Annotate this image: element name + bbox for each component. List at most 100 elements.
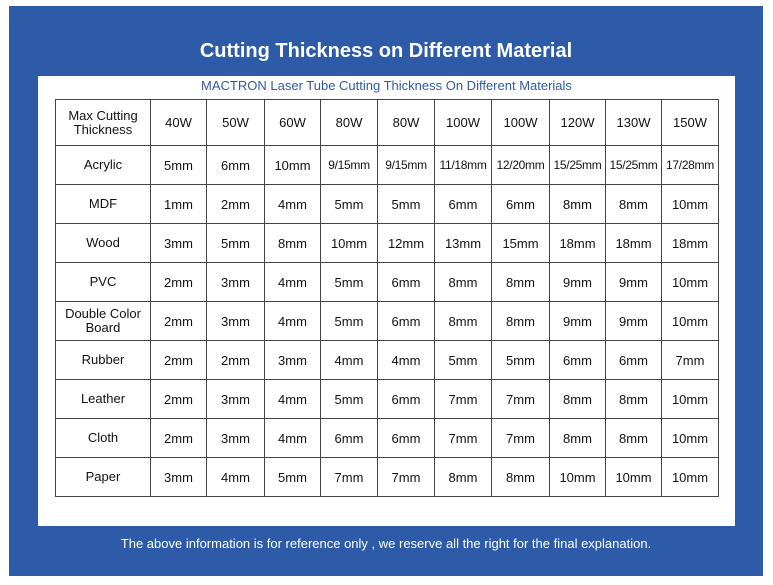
thickness-cell: 4mm xyxy=(264,262,321,302)
table-row: Acrylic 5mm 6mm 10mm 9/15mm 9/15mm 11/18mm 12/2… xyxy=(55,145,719,185)
table-row: MDF 1mm 2mm 4mm 5mm 5mm 6mm 6mm 8mm 8mm 10mm xyxy=(55,184,719,224)
table-subtitle: MACTRON Laser Tube Cutting Thickness On … xyxy=(201,78,572,93)
table-row: Rubber 2mm 2mm 3mm 4mm 4mm 5mm 5mm 6mm 6mm 7mm xyxy=(55,340,719,380)
power-header-cell: 100W xyxy=(434,99,492,146)
table-row: Cloth 2mm 3mm 4mm 6mm 6mm 7mm 7mm 8mm 8mm 10mm xyxy=(55,418,719,458)
thickness-cell: 9mm xyxy=(549,301,606,341)
thickness-cell: 8mm xyxy=(434,262,492,302)
thickness-cell: 9/15mm xyxy=(320,145,378,185)
thickness-cell: 10mm xyxy=(661,184,719,224)
thickness-cell: 6mm xyxy=(605,340,662,380)
thickness-cell: 11/18mm xyxy=(434,145,492,185)
banner-frame: Cutting Thickness on Different Material … xyxy=(9,6,763,576)
thickness-cell: 5mm xyxy=(320,262,378,302)
thickness-cell: 7mm xyxy=(491,418,550,458)
thickness-cell: 18mm xyxy=(661,223,719,263)
thickness-cell: 3mm xyxy=(264,340,321,380)
thickness-cell: 9mm xyxy=(605,301,662,341)
power-header-cell: 50W xyxy=(206,99,265,146)
thickness-cell: 2mm xyxy=(206,184,265,224)
power-header-cell: 60W xyxy=(264,99,321,146)
thickness-cell: 8mm xyxy=(605,184,662,224)
thickness-cell: 8mm xyxy=(549,184,606,224)
material-label: Double Color Board xyxy=(55,301,151,341)
thickness-cell: 1mm xyxy=(150,184,207,224)
material-label: Rubber xyxy=(55,340,151,380)
thickness-cell: 5mm xyxy=(377,184,435,224)
thickness-cell: 4mm xyxy=(206,457,265,497)
corner-label: Max Cutting Thickness xyxy=(68,107,138,137)
material-label: Acrylic xyxy=(55,145,151,185)
power-header-cell: 100W xyxy=(491,99,550,146)
thickness-cell: 8mm xyxy=(605,379,662,419)
thickness-cell: 5mm xyxy=(434,340,492,380)
thickness-cell: 8mm xyxy=(491,262,550,302)
thickness-cell: 2mm xyxy=(150,301,207,341)
thickness-cell: 4mm xyxy=(264,418,321,458)
material-label: PVC xyxy=(55,262,151,302)
table-row: Leather 2mm 3mm 4mm 5mm 6mm 7mm 7mm 8mm 8mm 10mm xyxy=(55,379,719,419)
thickness-cell: 15/25mm xyxy=(605,145,662,185)
thickness-cell: 10mm xyxy=(661,301,719,341)
material-label: Cloth xyxy=(55,418,151,458)
thickness-cell: 10mm xyxy=(549,457,606,497)
table-body: Max Cutting Thickness 40W 50W 60W 80W 80W 100… xyxy=(55,99,719,497)
thickness-cell: 2mm xyxy=(150,340,207,380)
thickness-cell: 5mm xyxy=(320,184,378,224)
thickness-cell: 6mm xyxy=(377,301,435,341)
thickness-cell: 10mm xyxy=(661,418,719,458)
thickness-cell: 8mm xyxy=(491,301,550,341)
thickness-cell: 6mm xyxy=(206,145,265,185)
thickness-cell: 4mm xyxy=(264,184,321,224)
power-header-cell: 40W xyxy=(150,99,207,146)
thickness-cell: 4mm xyxy=(264,379,321,419)
thickness-cell: 6mm xyxy=(434,184,492,224)
thickness-cell: 2mm xyxy=(206,340,265,380)
thickness-cell: 12mm xyxy=(377,223,435,263)
thickness-cell: 6mm xyxy=(491,184,550,224)
thickness-cell: 5mm xyxy=(320,301,378,341)
thickness-cell: 5mm xyxy=(320,379,378,419)
power-header-cell: 80W xyxy=(377,99,435,146)
thickness-cell: 8mm xyxy=(605,418,662,458)
power-header-cell: 120W xyxy=(549,99,606,146)
thickness-cell: 2mm xyxy=(150,418,207,458)
thickness-cell: 8mm xyxy=(264,223,321,263)
thickness-cell: 8mm xyxy=(549,418,606,458)
power-header-cell: 150W xyxy=(661,99,719,146)
thickness-cell: 7mm xyxy=(491,379,550,419)
thickness-cell: 18mm xyxy=(549,223,606,263)
thickness-cell: 15mm xyxy=(491,223,550,263)
thickness-cell: 2mm xyxy=(150,262,207,302)
table-row: Double Color Board 2mm 3mm 4mm 5mm 6mm 8mm 8mm 9… xyxy=(55,301,719,341)
thickness-cell: 10mm xyxy=(605,457,662,497)
thickness-cell: 18mm xyxy=(605,223,662,263)
thickness-cell: 8mm xyxy=(434,301,492,341)
thickness-cell: 7mm xyxy=(320,457,378,497)
material-label: Wood xyxy=(55,223,151,263)
thickness-cell: 10mm xyxy=(264,145,321,185)
thickness-cell: 12/20mm xyxy=(491,145,550,185)
thickness-cell: 13mm xyxy=(434,223,492,263)
thickness-cell: 9mm xyxy=(549,262,606,302)
thickness-cell: 10mm xyxy=(661,379,719,419)
thickness-cell: 10mm xyxy=(661,262,719,302)
thickness-cell: 7mm xyxy=(377,457,435,497)
thickness-cell: 4mm xyxy=(264,301,321,341)
thickness-cell: 9mm xyxy=(605,262,662,302)
thickness-cell: 3mm xyxy=(206,262,265,302)
thickness-cell: 3mm xyxy=(150,457,207,497)
power-header-cell: 130W xyxy=(605,99,662,146)
power-header-cell: 80W xyxy=(320,99,378,146)
thickness-cell: 6mm xyxy=(377,418,435,458)
thickness-cell: 3mm xyxy=(150,223,207,263)
thickness-cell: 10mm xyxy=(320,223,378,263)
thickness-cell: 4mm xyxy=(320,340,378,380)
thickness-cell: 5mm xyxy=(264,457,321,497)
footer-note: The above information is for reference o… xyxy=(120,536,652,551)
thickness-cell: 3mm xyxy=(206,418,265,458)
thickness-cell: 4mm xyxy=(377,340,435,380)
material-label: Leather xyxy=(55,379,151,419)
thickness-cell: 3mm xyxy=(206,379,265,419)
table-row: PVC 2mm 3mm 4mm 5mm 6mm 8mm 8mm 9mm 9mm 10mm xyxy=(55,262,719,302)
